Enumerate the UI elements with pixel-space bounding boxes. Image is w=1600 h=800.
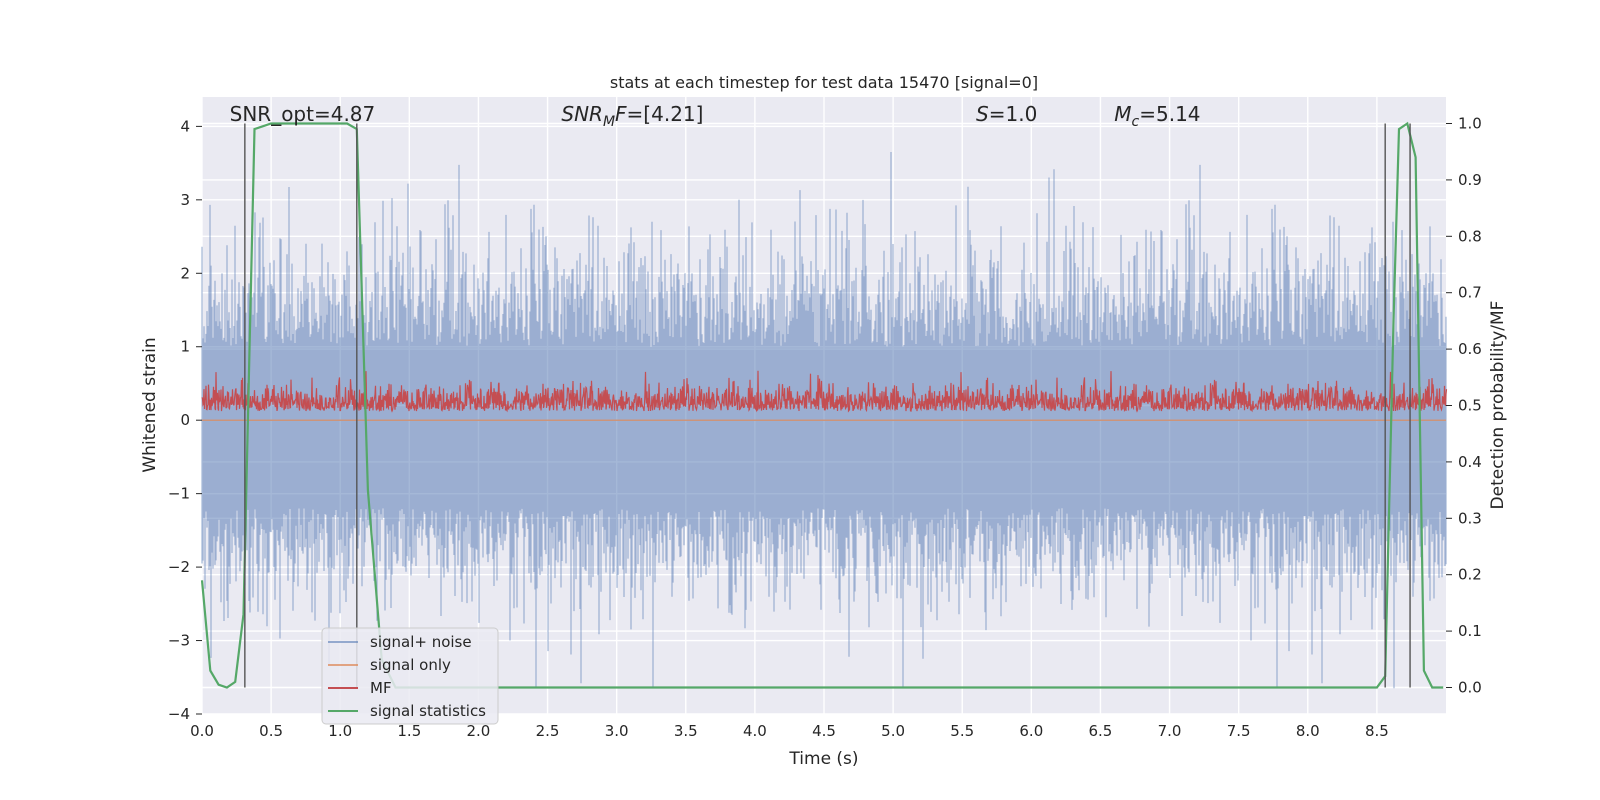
x-tick-labels: 0.0 0.5 1.0 1.5 2.0 2.5 3.0 3.5 4.0 4.5 5.0 5.5 6.0 6…: [190, 722, 1389, 740]
vertical-markers: [244, 123, 1411, 688]
y-tick-label: 3: [180, 191, 190, 209]
x-tick-label: 4.0: [743, 722, 767, 740]
annotation-label: SNRMF=[4.21]: [561, 102, 703, 130]
y-tick-label: −1: [168, 485, 190, 503]
y2-tick-label: 0.4: [1458, 453, 1482, 471]
y2-tick-label: 0.1: [1458, 622, 1482, 640]
mf-line: [201, 370, 1448, 413]
x-tick-label: 4.5: [812, 722, 836, 740]
x-tick-label: 1.0: [328, 722, 352, 740]
legend-label-stats: signal statistics: [370, 702, 486, 720]
x-tick-label: 3.5: [674, 722, 698, 740]
y2-tick-label: 0.2: [1458, 566, 1482, 584]
y-tick-label: 0: [180, 411, 190, 429]
y2-axis-label: Detection probability/MF: [1488, 301, 1508, 510]
y-tick-label: −4: [168, 705, 190, 723]
y2-tick-labels: 0.0 0.1 0.2 0.3 0.4 0.5 0.6 0.7 0.8 0.9 1.0: [1446, 115, 1482, 696]
x-tick-label: 0.0: [190, 722, 214, 740]
y2-tick-label: 0.7: [1458, 284, 1482, 302]
x-tick-label: 8.0: [1296, 722, 1320, 740]
y-tick-label: −2: [168, 558, 190, 576]
x-tick-label: 3.0: [605, 722, 629, 740]
x-tick-label: 8.5: [1365, 722, 1389, 740]
annotation-label: Mc=5.14: [1114, 102, 1200, 130]
x-tick-label: 0.5: [259, 722, 283, 740]
y-tick-label: −3: [168, 632, 190, 650]
y2-tick-label: 0.5: [1458, 397, 1482, 415]
legend-box: [321, 627, 499, 725]
x-tick-label: 7.0: [1158, 722, 1182, 740]
y2-tick-label: 0.3: [1458, 509, 1482, 527]
legend-label-noise: signal+ noise: [370, 633, 472, 651]
y-axis-label: Whitened strain: [140, 337, 160, 472]
y2-tick-label: 0.8: [1458, 227, 1482, 245]
x-axis-label: Time (s): [788, 749, 858, 769]
x-tick-label: 2.5: [536, 722, 560, 740]
x-tick-label: 5.0: [881, 722, 905, 740]
y2-tick-label: 0.0: [1458, 678, 1482, 696]
y2-tick-label: 0.6: [1458, 340, 1482, 358]
y-tick-label: 1: [180, 338, 190, 356]
x-tick-label: 1.5: [397, 722, 421, 740]
y-tick-label: 2: [180, 264, 190, 282]
x-tick-label: 2.0: [467, 722, 491, 740]
chart-title: stats at each timestep for test data 154…: [610, 73, 1038, 92]
y-tick-labels: −4 −3 −2 −1 0 1 2 3 4: [168, 117, 202, 723]
mf-series: [201, 370, 1448, 413]
y2-tick-label: 0.9: [1458, 171, 1482, 189]
annotation-label: SNR_opt=4.87: [230, 102, 376, 126]
legend: signal+ noise signal only MF signal stat…: [321, 627, 499, 725]
x-tick-label: 5.5: [950, 722, 974, 740]
x-tick-label: 6.5: [1089, 722, 1113, 740]
legend-label-mf: MF: [370, 679, 392, 697]
x-tick-label: 6.0: [1019, 722, 1043, 740]
legend-label-signal: signal only: [370, 656, 451, 674]
annotations: SNR_opt=4.87 SNRMF=[4.21] S=1.0 Mc=5.14: [230, 102, 1201, 130]
y-tick-label: 4: [180, 117, 190, 135]
x-tick-label: 7.5: [1227, 722, 1251, 740]
annotation-label: S=1.0: [976, 102, 1037, 126]
y2-tick-label: 1.0: [1458, 115, 1482, 133]
